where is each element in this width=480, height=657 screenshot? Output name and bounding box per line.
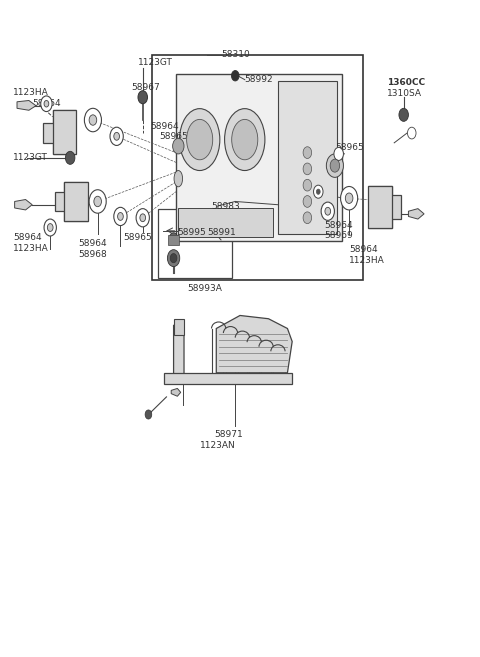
Bar (158, 210, 232, 278)
Ellipse shape (187, 120, 213, 160)
Circle shape (138, 91, 147, 104)
Text: 58969: 58969 (324, 231, 353, 240)
Circle shape (48, 223, 53, 231)
Circle shape (41, 96, 52, 112)
Circle shape (316, 189, 320, 194)
Text: 58967: 58967 (131, 83, 160, 92)
Circle shape (345, 193, 353, 204)
Circle shape (303, 179, 312, 191)
Ellipse shape (174, 171, 182, 187)
Circle shape (303, 196, 312, 208)
Circle shape (321, 202, 335, 220)
Text: 58964: 58964 (324, 221, 353, 230)
Text: 58964: 58964 (13, 233, 42, 242)
Bar (368, 187, 392, 227)
Bar (176, 74, 342, 240)
Ellipse shape (180, 108, 220, 171)
Text: 58965: 58965 (335, 143, 364, 152)
Circle shape (313, 185, 323, 198)
Circle shape (94, 196, 101, 207)
Polygon shape (55, 182, 88, 221)
Circle shape (114, 133, 120, 140)
Circle shape (330, 159, 340, 172)
Text: 1360CC: 1360CC (387, 78, 425, 87)
Polygon shape (164, 373, 292, 384)
Circle shape (303, 147, 312, 158)
Circle shape (110, 127, 123, 145)
Circle shape (399, 108, 408, 122)
Text: 58991: 58991 (207, 227, 236, 237)
Ellipse shape (232, 120, 258, 160)
Circle shape (170, 254, 177, 263)
Text: 58995: 58995 (178, 227, 206, 237)
Text: 58964: 58964 (349, 244, 378, 254)
Bar (174, 319, 184, 335)
Text: 58993A: 58993A (187, 284, 222, 292)
Text: 58992: 58992 (245, 75, 274, 84)
Polygon shape (171, 388, 180, 396)
Text: 58971: 58971 (214, 430, 243, 438)
Circle shape (89, 115, 96, 125)
Text: 1123HA: 1123HA (349, 256, 385, 265)
Circle shape (136, 209, 149, 227)
Text: 58983: 58983 (212, 202, 240, 210)
Circle shape (303, 163, 312, 175)
Polygon shape (43, 110, 76, 154)
Polygon shape (174, 325, 184, 380)
Polygon shape (17, 101, 36, 110)
Text: 58964: 58964 (150, 122, 179, 131)
Circle shape (65, 151, 75, 164)
Text: 1123AN: 1123AN (200, 442, 235, 450)
Text: 1123GT: 1123GT (13, 153, 48, 162)
Circle shape (44, 101, 49, 107)
Bar (53, 110, 76, 154)
Bar (179, 208, 273, 237)
Circle shape (173, 138, 184, 154)
Circle shape (145, 410, 152, 419)
Bar (168, 235, 179, 245)
Bar (278, 81, 337, 234)
Circle shape (325, 208, 331, 215)
Circle shape (89, 190, 106, 213)
Text: 1123HA: 1123HA (13, 88, 49, 97)
Circle shape (334, 147, 343, 160)
Circle shape (114, 208, 127, 225)
Text: 58964: 58964 (32, 99, 61, 108)
Circle shape (231, 70, 239, 81)
Circle shape (408, 127, 416, 139)
Text: 1123GT: 1123GT (138, 58, 173, 67)
Polygon shape (408, 209, 424, 219)
Circle shape (303, 212, 312, 223)
Text: 1310SA: 1310SA (387, 89, 422, 99)
Polygon shape (368, 187, 401, 227)
Text: 58964: 58964 (79, 239, 108, 248)
Circle shape (140, 214, 145, 221)
Circle shape (326, 154, 343, 177)
Circle shape (169, 233, 178, 244)
Polygon shape (216, 315, 292, 373)
Circle shape (44, 219, 56, 236)
Text: 58965: 58965 (124, 233, 153, 242)
Text: 58310: 58310 (221, 51, 250, 59)
Text: 1123HA: 1123HA (13, 244, 49, 253)
Ellipse shape (225, 108, 265, 171)
Bar (152, 55, 363, 280)
Polygon shape (14, 200, 32, 210)
Circle shape (168, 250, 180, 267)
Circle shape (118, 213, 123, 220)
Circle shape (341, 187, 358, 210)
Bar (64, 182, 88, 221)
Text: 58965: 58965 (159, 132, 188, 141)
Circle shape (84, 108, 101, 132)
Text: 58968: 58968 (79, 250, 108, 260)
